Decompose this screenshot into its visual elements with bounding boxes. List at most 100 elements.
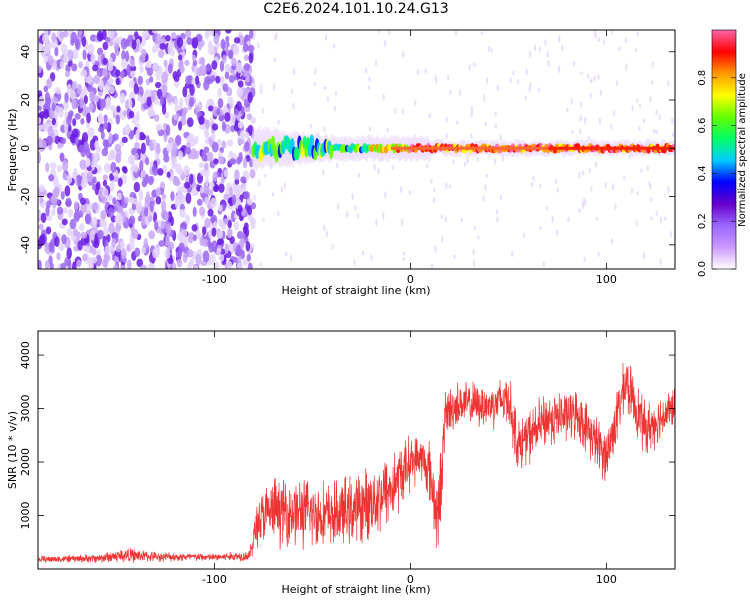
spectrogram-cell	[165, 124, 171, 136]
spectrogram-cell	[470, 133, 473, 139]
spectrogram-cell	[259, 89, 263, 94]
spectrogram-cell	[64, 92, 69, 103]
spectrogram-cell	[525, 68, 528, 76]
spectrogram-cell	[483, 93, 486, 102]
spectrogram-cell	[136, 258, 144, 268]
spectrogram-cell	[141, 48, 147, 58]
snr-x-ticks: -100 0 100	[202, 331, 617, 586]
spectrogram-cell	[619, 146, 622, 150]
spectrogram-cell	[183, 165, 190, 177]
spectrogram-cell	[214, 261, 220, 269]
spectrogram-cell	[509, 77, 512, 84]
spectrogram-cell	[479, 146, 482, 150]
spectrogram-cell	[68, 110, 74, 118]
spectrogram-cell	[91, 202, 99, 211]
spectrogram-heatmap	[38, 30, 675, 269]
spectrogram-cell	[195, 75, 200, 85]
spectrogram-cell	[430, 178, 433, 184]
spectrogram-cell	[390, 146, 394, 150]
spectrogram-cell	[64, 185, 71, 197]
spectrogram-cell	[102, 67, 108, 78]
spectrogram-cell	[625, 63, 628, 71]
spectrogram-cell	[246, 113, 253, 121]
spectrogram-cell	[361, 250, 365, 257]
spectrogram-cell	[71, 63, 78, 72]
spectrogram-cell	[244, 54, 249, 61]
spectrogram-cell	[408, 190, 411, 195]
spectrogram-cell	[382, 93, 385, 101]
spectrogram-cell	[92, 95, 100, 103]
spectrogram-cell	[557, 65, 561, 74]
spectrogram-cell	[391, 165, 394, 171]
spectrogram-cell	[634, 47, 638, 53]
spectrogram-cell	[103, 252, 108, 264]
spectrogram-cell	[108, 132, 113, 144]
spectrogram-cell	[602, 38, 606, 46]
spectrogram-cell	[625, 146, 629, 150]
spectrogram-cell	[667, 185, 670, 194]
spectrogram-cell	[454, 30, 458, 36]
spectrogram-cell	[217, 218, 224, 227]
spectrogram-cell	[128, 98, 133, 110]
spectrogram-cell	[430, 263, 434, 269]
spectrogram-cell	[145, 60, 152, 69]
spectrogram-cell	[232, 44, 240, 56]
spectrogram-cell	[566, 107, 569, 113]
spectrogram-cell	[108, 56, 113, 68]
spectrogram-cell	[353, 259, 356, 266]
spectrogram-cell	[472, 248, 475, 256]
spectrogram-cell	[445, 133, 448, 140]
spectrogram-cell	[498, 146, 502, 150]
spectrogram-cell	[262, 217, 265, 222]
spectrogram-cell	[664, 146, 668, 150]
spectrogram-cell	[416, 146, 420, 150]
spectrogram-cell	[109, 180, 115, 193]
spectrogram-frame	[37, 29, 676, 270]
spectrogram-cell	[102, 121, 109, 130]
spectrogram-cell	[394, 107, 397, 115]
spectrogram-cell	[201, 226, 207, 236]
spectrogram-cell	[103, 114, 108, 123]
spectrogram-cell	[84, 213, 91, 225]
spectrogram-cell	[184, 59, 190, 66]
spectrogram-cell	[617, 146, 620, 150]
spectrogram-cell	[98, 79, 104, 91]
spectrogram-cell	[400, 218, 404, 227]
spectrogram-cell	[206, 98, 214, 106]
spectrogram-cell	[191, 224, 198, 232]
spectrogram-cell	[78, 144, 85, 153]
spectrogram-cell	[71, 81, 77, 91]
spectrogram-cell	[261, 108, 265, 114]
spectrogram-cell	[133, 164, 139, 173]
spectrogram-cell	[96, 30, 104, 42]
spectrogram-cell	[189, 97, 195, 108]
spectrogram-cell	[589, 92, 592, 99]
spectrogram-cell	[158, 240, 166, 247]
spectrogram-cell	[154, 81, 162, 89]
y-tick-label: 2000	[19, 448, 32, 476]
spectrogram-cell	[102, 227, 110, 236]
spectrogram-cell	[211, 131, 216, 142]
spectrogram-cell	[95, 248, 101, 257]
spectrogram-cell	[131, 203, 136, 211]
spectrogram-cell	[96, 47, 103, 56]
spectrogram-cell	[645, 146, 648, 150]
spectrogram-cell	[667, 80, 670, 86]
spectrogram-cell	[121, 50, 126, 61]
spectrogram-cell	[332, 43, 336, 49]
x-tick-label: -100	[202, 273, 227, 286]
spectrogram-cell	[56, 206, 64, 215]
spectrogram-cell	[199, 237, 206, 247]
spectrogram-cell	[59, 60, 65, 70]
spectrogram-cell	[495, 209, 499, 216]
spectrogram-cell	[216, 247, 222, 254]
spectrogram-cell	[356, 213, 360, 219]
spectrogram-cell	[477, 235, 480, 240]
spectrogram-cell	[103, 139, 109, 151]
spectrogram-cell	[610, 30, 614, 35]
spectrogram-cell	[70, 31, 78, 44]
spectrogram-cell	[429, 146, 433, 150]
spectrogram-cell	[336, 162, 339, 169]
spectrogram-cell	[63, 100, 69, 111]
spectrogram-cell	[444, 216, 448, 223]
